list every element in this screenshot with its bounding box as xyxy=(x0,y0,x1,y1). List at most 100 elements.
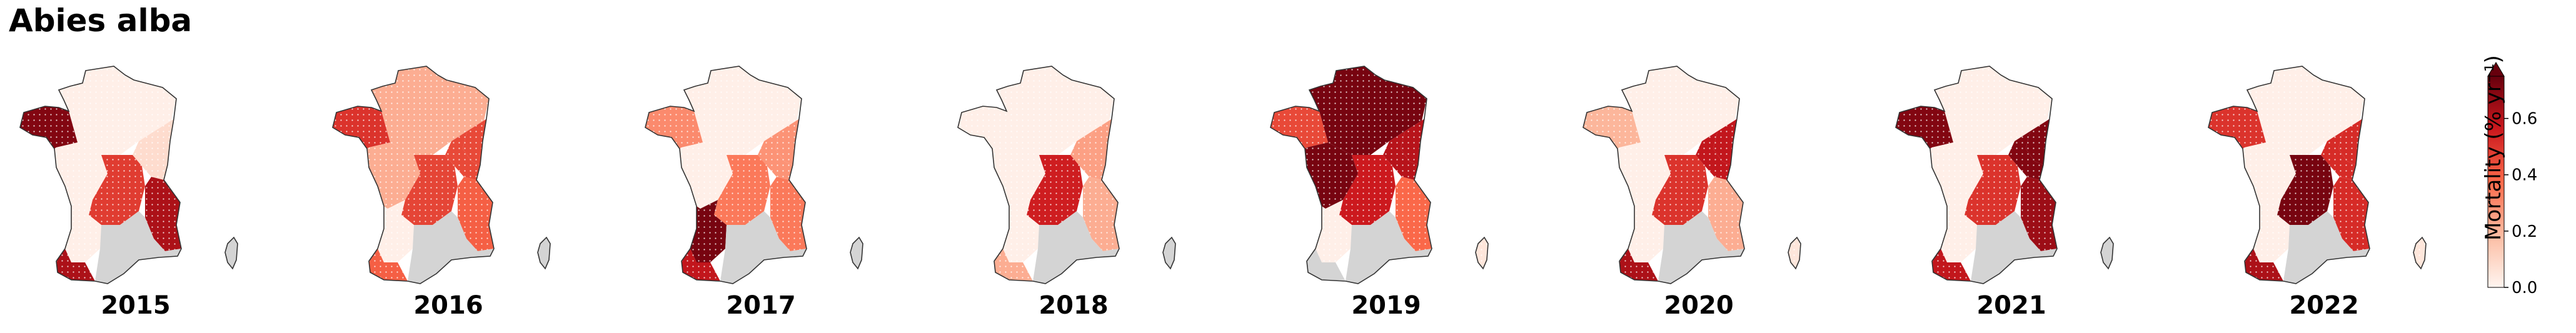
region-hatch xyxy=(1713,119,1737,165)
region-hatch xyxy=(994,249,1033,281)
region-hatch xyxy=(2413,237,2426,269)
corsica-outline xyxy=(537,236,551,270)
year-label: 2022 xyxy=(2289,291,2359,320)
figure-title: Abies alba xyxy=(9,2,193,39)
region-hatch xyxy=(1270,106,1328,149)
colorbar-tick-label: 0.6 xyxy=(2512,110,2537,129)
region-hatch xyxy=(2208,106,2266,149)
map-panel-2021: 2021 xyxy=(1889,57,2133,320)
map-panel-2017: 2017 xyxy=(639,57,883,320)
region-hatch xyxy=(1965,155,2021,225)
year-label: 2020 xyxy=(1664,291,1734,320)
region-mediterranean xyxy=(2283,211,2370,284)
region-hatch xyxy=(2026,119,2050,165)
region-hatch xyxy=(2338,119,2362,165)
region-hatch xyxy=(690,200,727,262)
region-hatch xyxy=(333,106,390,149)
region-mediterranean xyxy=(95,211,181,284)
region-hatch xyxy=(369,249,408,281)
region-hatch xyxy=(2253,200,2290,262)
region-corsica xyxy=(2101,237,2113,269)
map-panel-2018: 2018 xyxy=(952,57,1195,320)
region-mediterranean xyxy=(1971,211,2057,284)
region-hatch xyxy=(458,177,494,251)
country-outline xyxy=(645,66,807,284)
region-hatch xyxy=(2321,131,2356,180)
france-map-2015 xyxy=(19,66,238,284)
region-hatch xyxy=(714,155,770,225)
region-hatch xyxy=(992,142,1045,209)
region-hatch xyxy=(2245,249,2283,281)
region-hatch xyxy=(1932,249,1971,281)
region-hatch xyxy=(1339,155,1396,225)
region-hatch xyxy=(682,249,720,281)
region-hatch xyxy=(684,66,802,155)
region-hatch xyxy=(1619,249,1658,281)
region-hatch xyxy=(1708,177,1744,251)
region-hatch xyxy=(1305,142,1358,209)
region-hatch xyxy=(54,142,108,209)
region-hatch xyxy=(1003,200,1039,262)
region-hatch xyxy=(680,142,733,209)
region-hatch xyxy=(1396,177,1432,251)
region-pyrenees xyxy=(1307,249,1346,281)
corsica-outline xyxy=(1475,236,1489,270)
region-hatch xyxy=(2333,177,2370,251)
region-hatch xyxy=(1316,200,1352,262)
region-corsica xyxy=(850,237,863,269)
region-hatch xyxy=(1935,66,2052,155)
region-hatch xyxy=(150,119,174,165)
france-map-2017 xyxy=(645,66,863,284)
region-hatch xyxy=(378,200,414,262)
region-hatch xyxy=(1618,142,1671,209)
region-hatch xyxy=(59,66,176,155)
colorbar-tick-label: 0.2 xyxy=(2512,222,2537,241)
corsica-outline xyxy=(850,236,863,270)
country-outline xyxy=(2208,66,2370,284)
corsica-outline xyxy=(1162,236,1176,270)
corsica-outline xyxy=(1788,236,1801,270)
region-hatch xyxy=(770,177,807,251)
region-hatch xyxy=(65,200,101,262)
year-label: 2016 xyxy=(413,291,483,320)
region-hatch xyxy=(775,119,799,165)
region-corsica xyxy=(538,237,550,269)
region-mediterranean xyxy=(408,211,494,284)
country-outline xyxy=(19,66,182,284)
country-outline xyxy=(957,66,1120,284)
region-corsica xyxy=(1163,237,1175,269)
region-hatch xyxy=(1309,66,1427,155)
region-hatch xyxy=(89,155,145,225)
region-mediterranean xyxy=(1658,211,1744,284)
region-hatch xyxy=(1088,119,1112,165)
map-panel-2019: 2019 xyxy=(1264,57,1508,320)
map-panel-2022: 2022 xyxy=(2202,57,2446,320)
region-mediterranean xyxy=(1033,211,1119,284)
region-hatch xyxy=(1583,106,1641,149)
france-map-2021 xyxy=(1895,66,2114,284)
map-panel-2020: 2020 xyxy=(1577,57,1821,320)
region-hatch xyxy=(1930,142,1983,209)
year-label: 2018 xyxy=(1039,291,1109,320)
country-outline xyxy=(1895,66,2058,284)
region-mediterranean xyxy=(720,211,807,284)
region-hatch xyxy=(958,106,1015,149)
region-hatch xyxy=(1628,200,1664,262)
country-outline xyxy=(1270,66,1432,284)
region-hatch xyxy=(371,66,489,155)
colorbar: 0.0 0.2 0.4 0.6 xyxy=(2487,62,2537,297)
corsica-outline xyxy=(224,236,238,270)
region-hatch xyxy=(1070,131,1105,180)
year-label: 2015 xyxy=(101,291,171,320)
region-hatch xyxy=(645,106,703,149)
region-hatch xyxy=(1788,237,1801,269)
region-hatch xyxy=(1083,177,1119,251)
region-hatch xyxy=(2021,177,2057,251)
colorbar-ramp xyxy=(2487,76,2505,288)
region-hatch xyxy=(1476,237,1488,269)
region-corsica xyxy=(225,237,238,269)
year-label: 2021 xyxy=(1976,291,2046,320)
region-hatch xyxy=(1383,131,1418,180)
region-hatch xyxy=(20,106,78,149)
year-label: 2017 xyxy=(726,291,796,320)
